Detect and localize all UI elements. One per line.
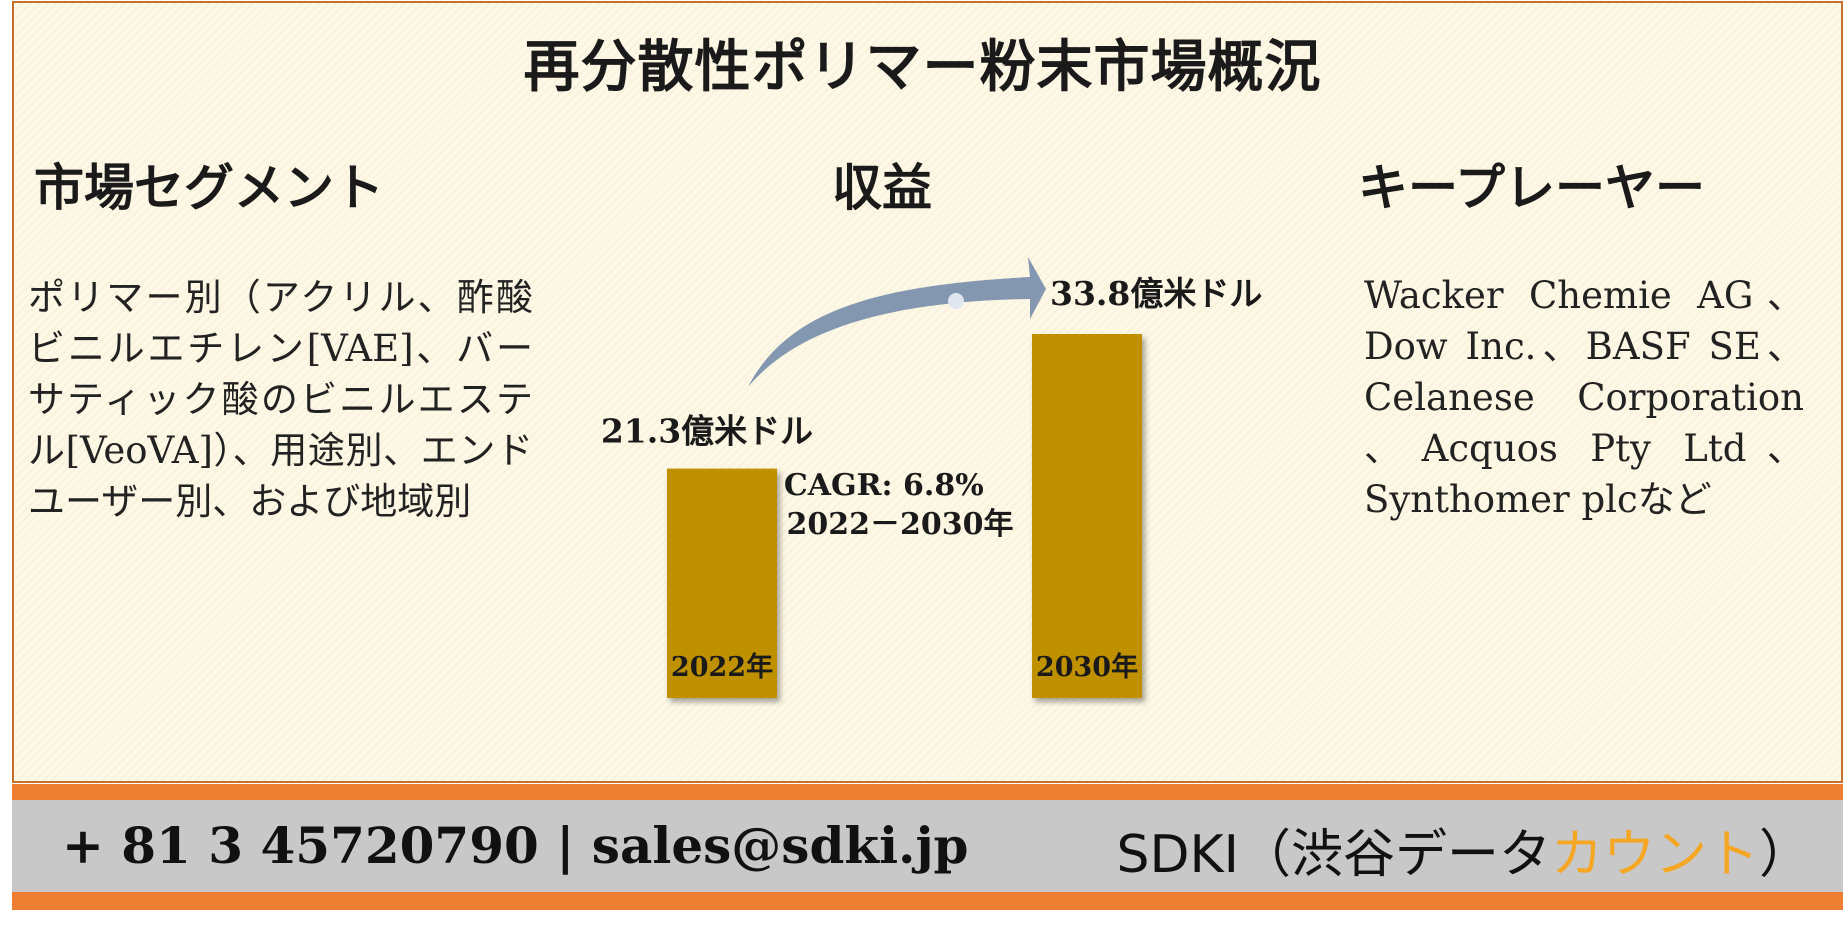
players-text: Wacker Chemie AG、Dow Inc.、BASF SE、Celane… bbox=[1364, 274, 1804, 521]
segment-heading: 市場セグメント bbox=[34, 158, 384, 217]
revenue-chart: 2022年 21.3億米ドル 2030年 33.8億米ドル CAGR: 6.8% 20… bbox=[601, 257, 1262, 698]
arrow-highlight-dot bbox=[948, 293, 964, 309]
brand-name: SDKI（渋谷データカウント） bbox=[1116, 812, 1811, 887]
bar-2022年 bbox=[667, 468, 777, 698]
page-title: 再分散性ポリマー粉末市場概況 bbox=[523, 34, 1322, 100]
bars-layer: 2022年 21.3億米ドル 2030年 33.8億米ドル bbox=[601, 274, 1262, 698]
category-label: 2030年 bbox=[1036, 651, 1138, 683]
cagr-period: 2022－2030年 bbox=[787, 507, 1014, 542]
category-label: 2022年 bbox=[671, 651, 773, 683]
cagr-label: CAGR: 6.8% 2022－2030年 bbox=[784, 468, 1014, 542]
brand-accent: カウント bbox=[1550, 825, 1759, 885]
brand-prefix: SDKI（渋谷データ bbox=[1116, 825, 1551, 885]
value-label: 33.8億米ドル bbox=[1050, 274, 1262, 313]
contact-info: + 81 3 45720790 | sales@sdki.jp bbox=[62, 816, 969, 875]
bar-2030年 bbox=[1032, 334, 1142, 698]
growth-arrow bbox=[748, 257, 1046, 387]
cagr-rate: CAGR: 6.8% bbox=[784, 468, 984, 503]
players-heading: キープレーヤー bbox=[1358, 158, 1705, 217]
brand-suffix: ） bbox=[1758, 825, 1811, 885]
footer-bar bbox=[12, 800, 1843, 892]
value-label: 21.3億米ドル bbox=[601, 412, 813, 451]
segment-text: ポリマー別（アクリル、酢酸ビニルエチレン[VAE]、バーサティック酸のビニルエス… bbox=[28, 276, 533, 523]
revenue-heading: 収益 bbox=[832, 158, 932, 217]
overview-panel bbox=[12, 1, 1843, 783]
